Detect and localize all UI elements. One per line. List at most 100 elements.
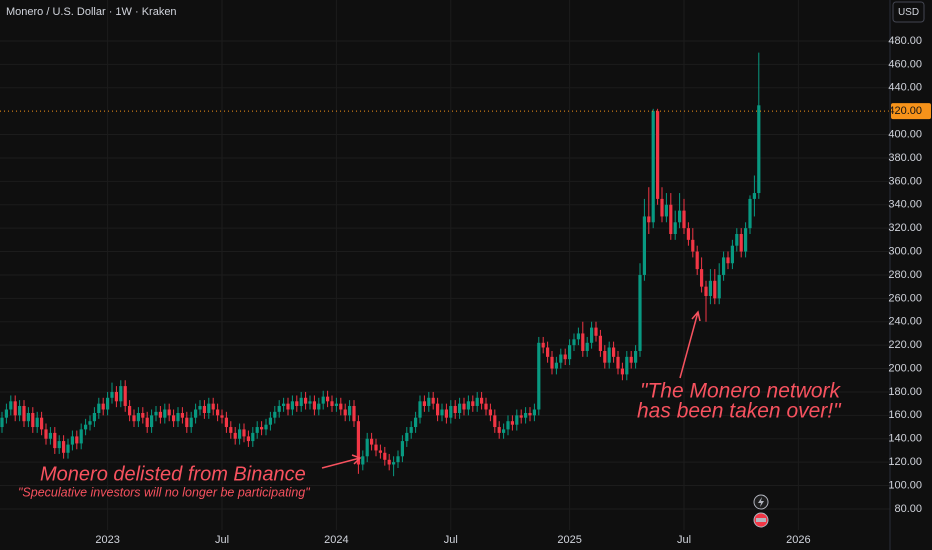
candle-body — [532, 409, 536, 416]
arrow — [321, 454, 362, 469]
candle-body — [686, 228, 690, 240]
candle-body — [172, 415, 176, 422]
currency-label[interactable]: USD — [898, 7, 919, 18]
candle-body — [669, 204, 673, 234]
candle-body — [537, 342, 541, 410]
candle-body — [132, 415, 136, 422]
candle-body — [700, 269, 704, 287]
candle-body — [695, 251, 699, 270]
candle-body — [18, 405, 22, 416]
event-icon[interactable] — [753, 512, 769, 528]
candle-body — [141, 413, 145, 418]
candle-body — [396, 456, 400, 463]
candle-body — [57, 441, 61, 449]
y-tick-label: 300.00 — [888, 245, 922, 257]
candle-body — [224, 417, 228, 428]
x-tick-label: 2023 — [95, 534, 119, 546]
candle-body — [673, 222, 677, 234]
candle-body — [246, 436, 250, 442]
candle-body — [40, 417, 44, 430]
candle-body — [713, 280, 717, 299]
y-tick-label: 320.00 — [888, 222, 922, 234]
candle-body — [154, 411, 158, 416]
candle-body — [308, 401, 312, 404]
candle-body — [339, 403, 343, 410]
candle-body — [462, 403, 466, 410]
candle-body — [642, 216, 646, 275]
candle-body — [22, 405, 26, 422]
candle-body — [568, 345, 572, 360]
candle-body — [422, 401, 426, 406]
x-tick-label: 2024 — [324, 534, 348, 546]
candle-body — [708, 280, 712, 297]
candle-body — [572, 339, 576, 346]
y-tick-label: 440.00 — [888, 82, 922, 94]
candle-body — [211, 403, 215, 410]
candle-body — [444, 409, 448, 418]
candle-body — [497, 427, 501, 433]
candle-body — [150, 415, 154, 428]
candle-body — [431, 397, 435, 404]
candle-body — [9, 401, 13, 410]
candle-body — [229, 427, 233, 433]
candle-body — [0, 417, 4, 428]
candle-body — [180, 413, 184, 418]
candle-body — [167, 409, 171, 416]
candle-body — [616, 356, 620, 369]
y-tick-label: 200.00 — [888, 362, 922, 374]
candle-body — [418, 401, 422, 418]
candle-body — [493, 415, 497, 428]
candle-body — [484, 403, 488, 410]
candle-body — [757, 105, 761, 194]
y-tick-label: 80.00 — [894, 503, 922, 515]
x-tick-label: Jul — [677, 534, 691, 546]
candle-body — [414, 417, 418, 428]
candle-body — [436, 403, 440, 416]
y-tick-label: 360.00 — [888, 175, 922, 187]
x-tick-label: 2026 — [786, 534, 810, 546]
annotation: Monero delisted from Binance — [40, 463, 306, 485]
candle-body — [612, 347, 616, 357]
candle-body — [730, 245, 734, 264]
candle-body — [361, 456, 365, 465]
candle-body — [585, 342, 589, 351]
candle-body — [488, 409, 492, 416]
candle-body — [66, 444, 70, 453]
candle-body — [282, 403, 286, 406]
event-icon[interactable] — [753, 494, 769, 510]
candle-body — [114, 391, 118, 402]
candle-body — [255, 427, 259, 433]
annotation: "The Monero network — [640, 380, 842, 403]
candle-body — [238, 429, 242, 439]
candle-body — [216, 409, 220, 416]
y-tick-label: 380.00 — [888, 152, 922, 164]
candle-body — [722, 257, 726, 275]
candle-body — [97, 403, 101, 414]
candle-body — [321, 396, 325, 404]
x-tick-label: Jul — [444, 534, 458, 546]
candle-body — [554, 362, 558, 369]
candle-body — [290, 401, 294, 410]
candle-body — [53, 432, 57, 449]
candle-body — [598, 335, 602, 351]
candle-body — [207, 403, 211, 414]
candle-body — [343, 409, 347, 416]
candle-body — [717, 274, 721, 299]
candle-body — [735, 233, 739, 246]
candle-body — [123, 386, 127, 406]
y-tick-label: 100.00 — [888, 479, 922, 491]
candle-body — [88, 421, 92, 425]
candle-body — [277, 405, 281, 412]
candle-body — [326, 396, 330, 402]
y-tick-label: 260.00 — [888, 292, 922, 304]
candle-body — [233, 432, 237, 439]
candle-body — [405, 432, 409, 442]
candle-body — [220, 415, 224, 418]
annotation: has been taken over!" — [637, 400, 842, 423]
candle-body — [427, 397, 431, 406]
candle-body — [128, 405, 132, 416]
candle-body — [264, 424, 268, 430]
currency-button[interactable] — [892, 1, 925, 23]
y-tick-label: 340.00 — [888, 199, 922, 211]
candle-body — [251, 432, 255, 442]
